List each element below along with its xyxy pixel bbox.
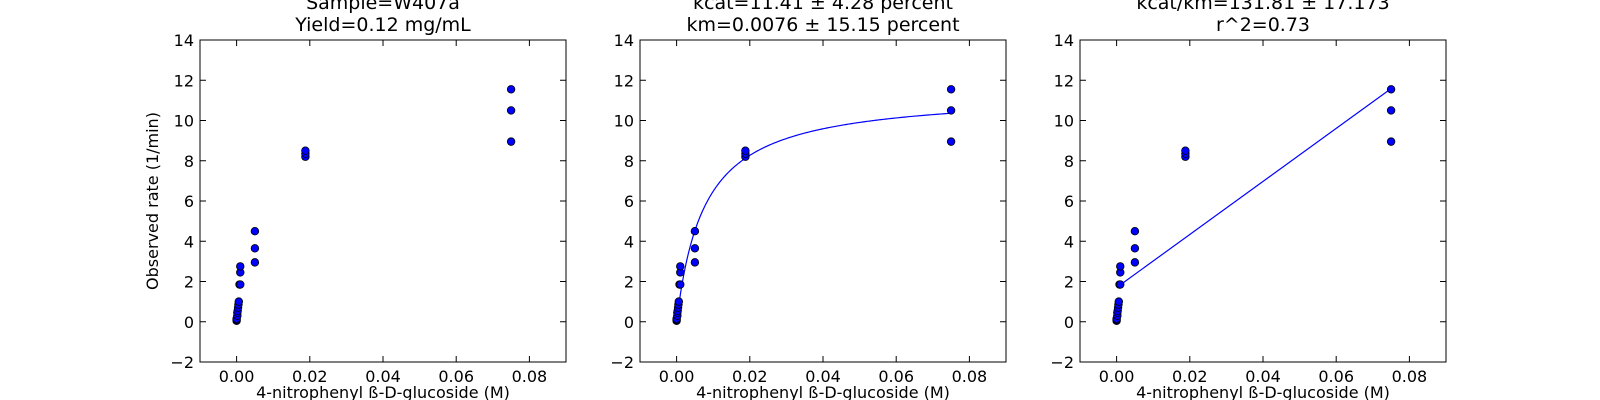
- y-tick-label: 4: [184, 232, 194, 251]
- data-point: [1181, 146, 1190, 155]
- data-point: [1116, 280, 1125, 289]
- x-tick-label: 0.08: [952, 367, 988, 386]
- y-tick-label: 8: [624, 152, 634, 171]
- data-point: [1386, 85, 1396, 94]
- y-tick-label: 6: [624, 192, 634, 211]
- y-tick-label: 2: [184, 273, 194, 292]
- x-tick-label: 0.02: [732, 367, 768, 386]
- data-point: [1130, 226, 1140, 236]
- y-tick-label: 8: [1064, 152, 1074, 171]
- data-point: [1386, 137, 1396, 146]
- data-point: [250, 226, 260, 236]
- y-tick-label: 2: [624, 273, 634, 292]
- fit-line: [676, 112, 952, 322]
- x-tick-label: 0.02: [1172, 367, 1208, 386]
- y-tick-label: −2: [170, 353, 194, 372]
- y-tick-label: −2: [610, 353, 634, 372]
- data-point: [301, 146, 310, 155]
- data-point: [676, 280, 685, 289]
- y-tick-label: 6: [1064, 192, 1074, 211]
- x-tick-label: 0.06: [878, 367, 914, 386]
- chart-title-line-1: kcat/km=131.81 ± 17.173: [1136, 0, 1389, 14]
- data-point: [506, 137, 516, 146]
- chart-panel-1: 0.00 0.02 0.04 0.06 0.08 −2 0 2 4 6 8 10 12 14 Sample=…: [143, 0, 567, 400]
- x-tick-label: 0.00: [219, 367, 255, 386]
- y-tick-label: 4: [624, 232, 634, 251]
- y-tick-label: 12: [174, 71, 194, 90]
- y-tick-label: 0: [184, 313, 194, 332]
- y-tick-label: 10: [1054, 112, 1074, 131]
- chart-panel-2: 0.00 0.02 0.04 0.06 0.08 −2 0 2 4 6 8 10 12 14 kcat=11…: [610, 0, 1007, 400]
- data-point: [1116, 262, 1125, 271]
- y-tick-label: 6: [184, 192, 194, 211]
- axes-frame: [199, 39, 567, 363]
- data-point: [250, 258, 260, 267]
- data-point: [1130, 258, 1140, 267]
- data-point: [741, 146, 750, 155]
- x-axis-label: 4-nitrophenyl ß-D-glucoside (M): [696, 383, 950, 400]
- data-point: [506, 85, 516, 94]
- x-tick-label: 0.02: [292, 367, 328, 386]
- y-tick-label: 14: [614, 31, 634, 50]
- y-tick-label: 12: [614, 71, 634, 90]
- data-point: [676, 262, 685, 271]
- fit-line: [1119, 88, 1392, 286]
- y-axis-label: Observed rate (1/min): [143, 112, 162, 290]
- chart-title-line-2: km=0.0076 ± 15.15 percent: [686, 14, 959, 36]
- y-tick-label: 8: [184, 152, 194, 171]
- data-point: [946, 106, 956, 115]
- data-point: [1386, 106, 1396, 115]
- x-tick-label: 0.00: [659, 367, 695, 386]
- y-tick-label: 0: [624, 313, 634, 332]
- x-tick-label: 0.04: [1245, 367, 1281, 386]
- y-tick-label: 10: [614, 112, 634, 131]
- data-point: [690, 244, 700, 253]
- data-point: [236, 280, 245, 289]
- chart-title-line-1: kcat=11.41 ± 4.28 percent: [693, 0, 953, 14]
- y-tick-label: 4: [1064, 232, 1074, 251]
- y-tick-label: 12: [1054, 71, 1074, 90]
- data-point: [250, 244, 260, 253]
- y-tick-label: 0: [1064, 313, 1074, 332]
- axes-frame: [639, 39, 1007, 363]
- x-tick-label: 0.04: [365, 367, 401, 386]
- y-tick-label: 14: [1054, 31, 1074, 50]
- y-tick-label: 10: [174, 112, 194, 131]
- x-axis-label: 4-nitrophenyl ß-D-glucoside (M): [256, 383, 510, 400]
- x-tick-label: 0.08: [1392, 367, 1428, 386]
- data-point: [946, 137, 956, 146]
- chart-title-line-1: Sample=W407a: [306, 0, 460, 14]
- data-point: [1114, 297, 1123, 306]
- data-point: [506, 106, 516, 115]
- data-point: [690, 258, 700, 267]
- x-tick-label: 0.04: [805, 367, 841, 386]
- x-tick-label: 0.06: [438, 367, 474, 386]
- x-tick-label: 0.08: [512, 367, 548, 386]
- chart-title-line-2: r^2=0.73: [1216, 14, 1310, 36]
- y-tick-label: 14: [174, 31, 194, 50]
- data-point: [234, 297, 243, 306]
- x-axis-label: 4-nitrophenyl ß-D-glucoside (M): [1136, 383, 1390, 400]
- y-tick-label: −2: [1050, 353, 1074, 372]
- data-point: [946, 85, 956, 94]
- data-point: [236, 262, 245, 271]
- chart-title-line-2: Yield=0.12 mg/mL: [294, 14, 471, 36]
- chart-panel-3: 0.00 0.02 0.04 0.06 0.08 −2 0 2 4 6 8 10 12 14 kcat/km…: [1050, 0, 1447, 400]
- y-tick-label: 2: [1064, 273, 1074, 292]
- data-point: [1130, 244, 1140, 253]
- data-point: [690, 226, 700, 236]
- data-point: [674, 297, 683, 306]
- x-tick-label: 0.00: [1099, 367, 1135, 386]
- x-tick-label: 0.06: [1318, 367, 1354, 386]
